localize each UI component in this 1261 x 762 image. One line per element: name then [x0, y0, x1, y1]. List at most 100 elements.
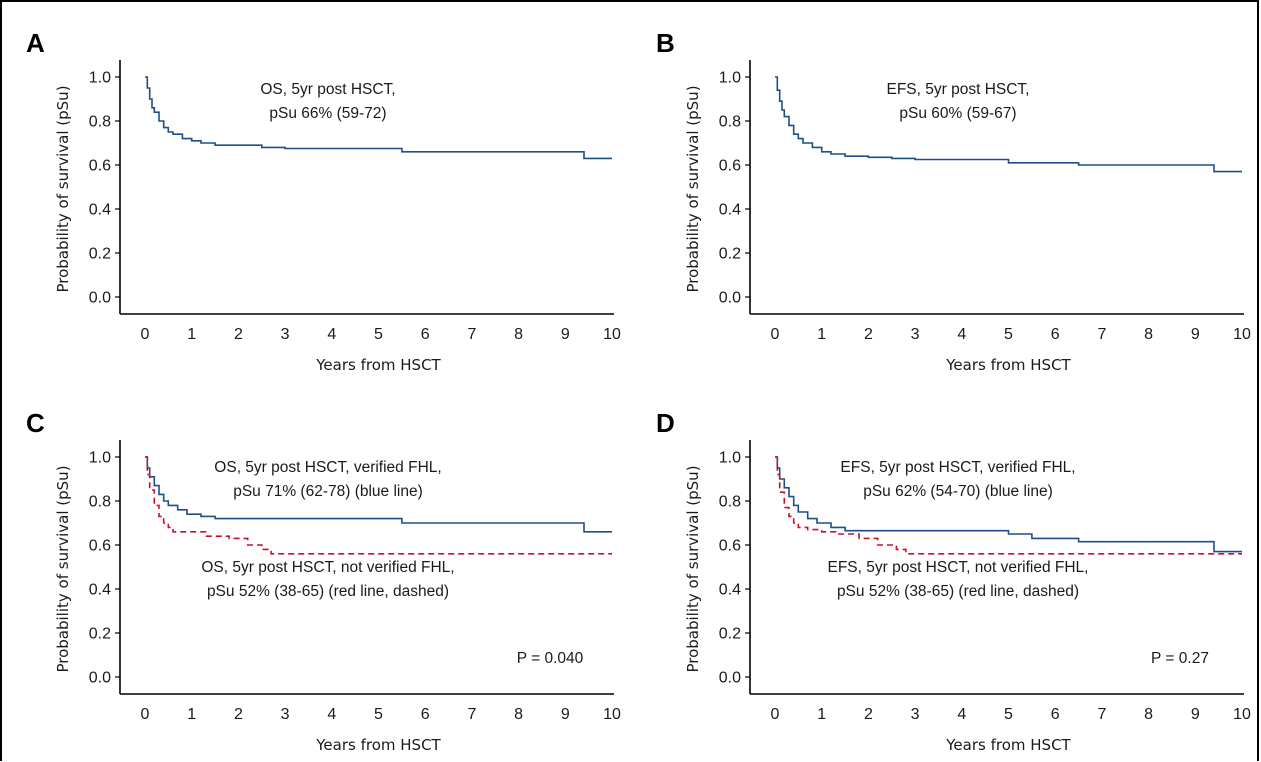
y-tick-label: 1.0 — [719, 70, 741, 87]
y-tick-label: 0.0 — [719, 290, 741, 307]
annotation-text: OS, 5yr post HSCT, not verified FHL, — [201, 559, 454, 576]
annotation-text: OS, 5yr post HSCT, — [260, 81, 395, 98]
x-tick-label: 9 — [1191, 706, 1200, 723]
y-tick-label: 0.4 — [89, 582, 111, 599]
y-tick-label: 0.2 — [89, 626, 111, 643]
y-axis-title: Probability of survival (pSu) — [54, 465, 72, 672]
x-tick-label: 3 — [281, 326, 290, 343]
x-tick-label: 4 — [327, 326, 336, 343]
annotation-text: EFS, 5yr post HSCT, verified FHL, — [840, 459, 1075, 476]
x-axis-title: Years from HSCT — [945, 356, 1071, 374]
x-tick-label: 4 — [957, 326, 966, 343]
annotation-text: pSu 66% (59-72) — [269, 105, 386, 122]
x-tick-label: 7 — [467, 326, 476, 343]
y-tick-label: 0.8 — [89, 494, 111, 511]
x-tick-label: 10 — [1233, 326, 1251, 343]
annotation-text: P = 0.27 — [1151, 650, 1209, 667]
x-tick-label: 7 — [467, 706, 476, 723]
survival-curve-red-dashed — [775, 456, 1242, 555]
y-axis-title: Probability of survival (pSu) — [684, 85, 702, 292]
x-tick-label: 1 — [817, 706, 826, 723]
x-tick-label: 5 — [374, 326, 383, 343]
x-tick-label: 9 — [1191, 326, 1200, 343]
x-tick-label: 5 — [374, 706, 383, 723]
y-axis-title: Probability of survival (pSu) — [54, 85, 72, 292]
y-tick-label: 0.6 — [89, 158, 111, 175]
x-tick-label: 4 — [327, 706, 336, 723]
y-tick-label: 0.8 — [719, 494, 741, 511]
x-tick-label: 10 — [603, 326, 621, 343]
x-tick-label: 1 — [817, 326, 826, 343]
x-tick-label: 1 — [187, 706, 196, 723]
y-tick-label: 0.2 — [89, 246, 111, 263]
x-tick-label: 10 — [1233, 706, 1251, 723]
annotation-text: EFS, 5yr post HSCT, not verified FHL, — [827, 559, 1088, 576]
annotation-text: pSu 52% (38-65) (red line, dashed) — [837, 583, 1079, 600]
annotation-text: pSu 60% (59-67) — [899, 105, 1016, 122]
x-tick-label: 3 — [911, 326, 920, 343]
x-tick-label: 10 — [603, 706, 621, 723]
y-axis-title: Probability of survival (pSu) — [684, 465, 702, 672]
y-tick-label: 0.8 — [719, 114, 741, 131]
x-tick-label: 7 — [1097, 706, 1106, 723]
survival-curve-blue — [775, 76, 1242, 173]
x-tick-label: 6 — [1051, 326, 1060, 343]
x-tick-label: 9 — [561, 326, 570, 343]
chart-svg: D 0.0 0.2 0.4 0.6 0.8 1.0 0 1 2 3 4 5 6 7 8 9 10 Years fro… — [656, 408, 1251, 754]
y-tick-label: 0.6 — [719, 538, 741, 555]
panel-label: D — [656, 408, 675, 438]
panel-c: C 0.0 0.2 0.4 0.6 0.8 1.0 0 1 2 3 4 5 6 7 8 9 10 Years fro… — [2, 382, 632, 762]
survival-curve-blue — [775, 456, 1242, 553]
x-tick-label: 0 — [141, 326, 150, 343]
chart-svg: B 0.0 0.2 0.4 0.6 0.8 1.0 0 1 2 3 4 5 6 7 8 9 10 Years fro… — [656, 28, 1251, 374]
panel-label: B — [656, 28, 675, 58]
y-tick-label: 0.0 — [719, 670, 741, 687]
survival-curve-blue — [145, 456, 612, 533]
panel-label: C — [26, 408, 45, 438]
y-tick-label: 0.2 — [719, 626, 741, 643]
x-tick-label: 8 — [514, 706, 523, 723]
x-axis-title: Years from HSCT — [315, 356, 441, 374]
x-tick-label: 2 — [234, 706, 243, 723]
y-tick-label: 0.6 — [719, 158, 741, 175]
chart-svg: C 0.0 0.2 0.4 0.6 0.8 1.0 0 1 2 3 4 5 6 7 8 9 10 Years fro… — [26, 408, 621, 754]
annotation-text: pSu 71% (62-78) (blue line) — [233, 483, 423, 500]
y-tick-label: 1.0 — [89, 450, 111, 467]
panel-label: A — [26, 28, 45, 58]
annotation-text: OS, 5yr post HSCT, verified FHL, — [214, 459, 441, 476]
x-tick-label: 6 — [1051, 706, 1060, 723]
x-axis-title: Years from HSCT — [315, 736, 441, 754]
annotation-text: P = 0.040 — [517, 650, 584, 667]
chart-svg: A 0.0 0.2 0.4 0.6 0.8 1.0 0 1 2 3 4 5 6 7 8 9 10 Years fro… — [26, 28, 621, 374]
x-tick-label: 2 — [864, 326, 873, 343]
y-tick-label: 0.0 — [89, 670, 111, 687]
y-tick-label: 1.0 — [89, 70, 111, 87]
y-tick-label: 1.0 — [719, 450, 741, 467]
x-tick-label: 8 — [514, 326, 523, 343]
panel-d: D 0.0 0.2 0.4 0.6 0.8 1.0 0 1 2 3 4 5 6 7 8 9 10 Years fro… — [632, 382, 1261, 762]
x-tick-label: 8 — [1144, 706, 1153, 723]
annotation-text: pSu 62% (54-70) (blue line) — [863, 483, 1053, 500]
panel-a: A 0.0 0.2 0.4 0.6 0.8 1.0 0 1 2 3 4 5 6 7 8 9 10 Years fro… — [2, 2, 632, 382]
x-tick-label: 0 — [141, 706, 150, 723]
y-tick-label: 0.0 — [89, 290, 111, 307]
y-tick-label: 0.4 — [719, 582, 741, 599]
x-tick-label: 3 — [281, 706, 290, 723]
x-tick-label: 9 — [561, 706, 570, 723]
annotation-text: EFS, 5yr post HSCT, — [887, 81, 1030, 98]
annotation-text: pSu 52% (38-65) (red line, dashed) — [207, 583, 449, 600]
x-tick-label: 2 — [864, 706, 873, 723]
x-tick-label: 8 — [1144, 326, 1153, 343]
x-tick-label: 7 — [1097, 326, 1106, 343]
x-tick-label: 2 — [234, 326, 243, 343]
x-tick-label: 0 — [771, 706, 780, 723]
y-tick-label: 0.4 — [719, 202, 741, 219]
x-tick-label: 6 — [421, 706, 430, 723]
x-tick-label: 4 — [957, 706, 966, 723]
y-tick-label: 0.2 — [719, 246, 741, 263]
y-tick-label: 0.4 — [89, 202, 111, 219]
x-tick-label: 1 — [187, 326, 196, 343]
x-axis-title: Years from HSCT — [945, 736, 1071, 754]
y-tick-label: 0.8 — [89, 114, 111, 131]
